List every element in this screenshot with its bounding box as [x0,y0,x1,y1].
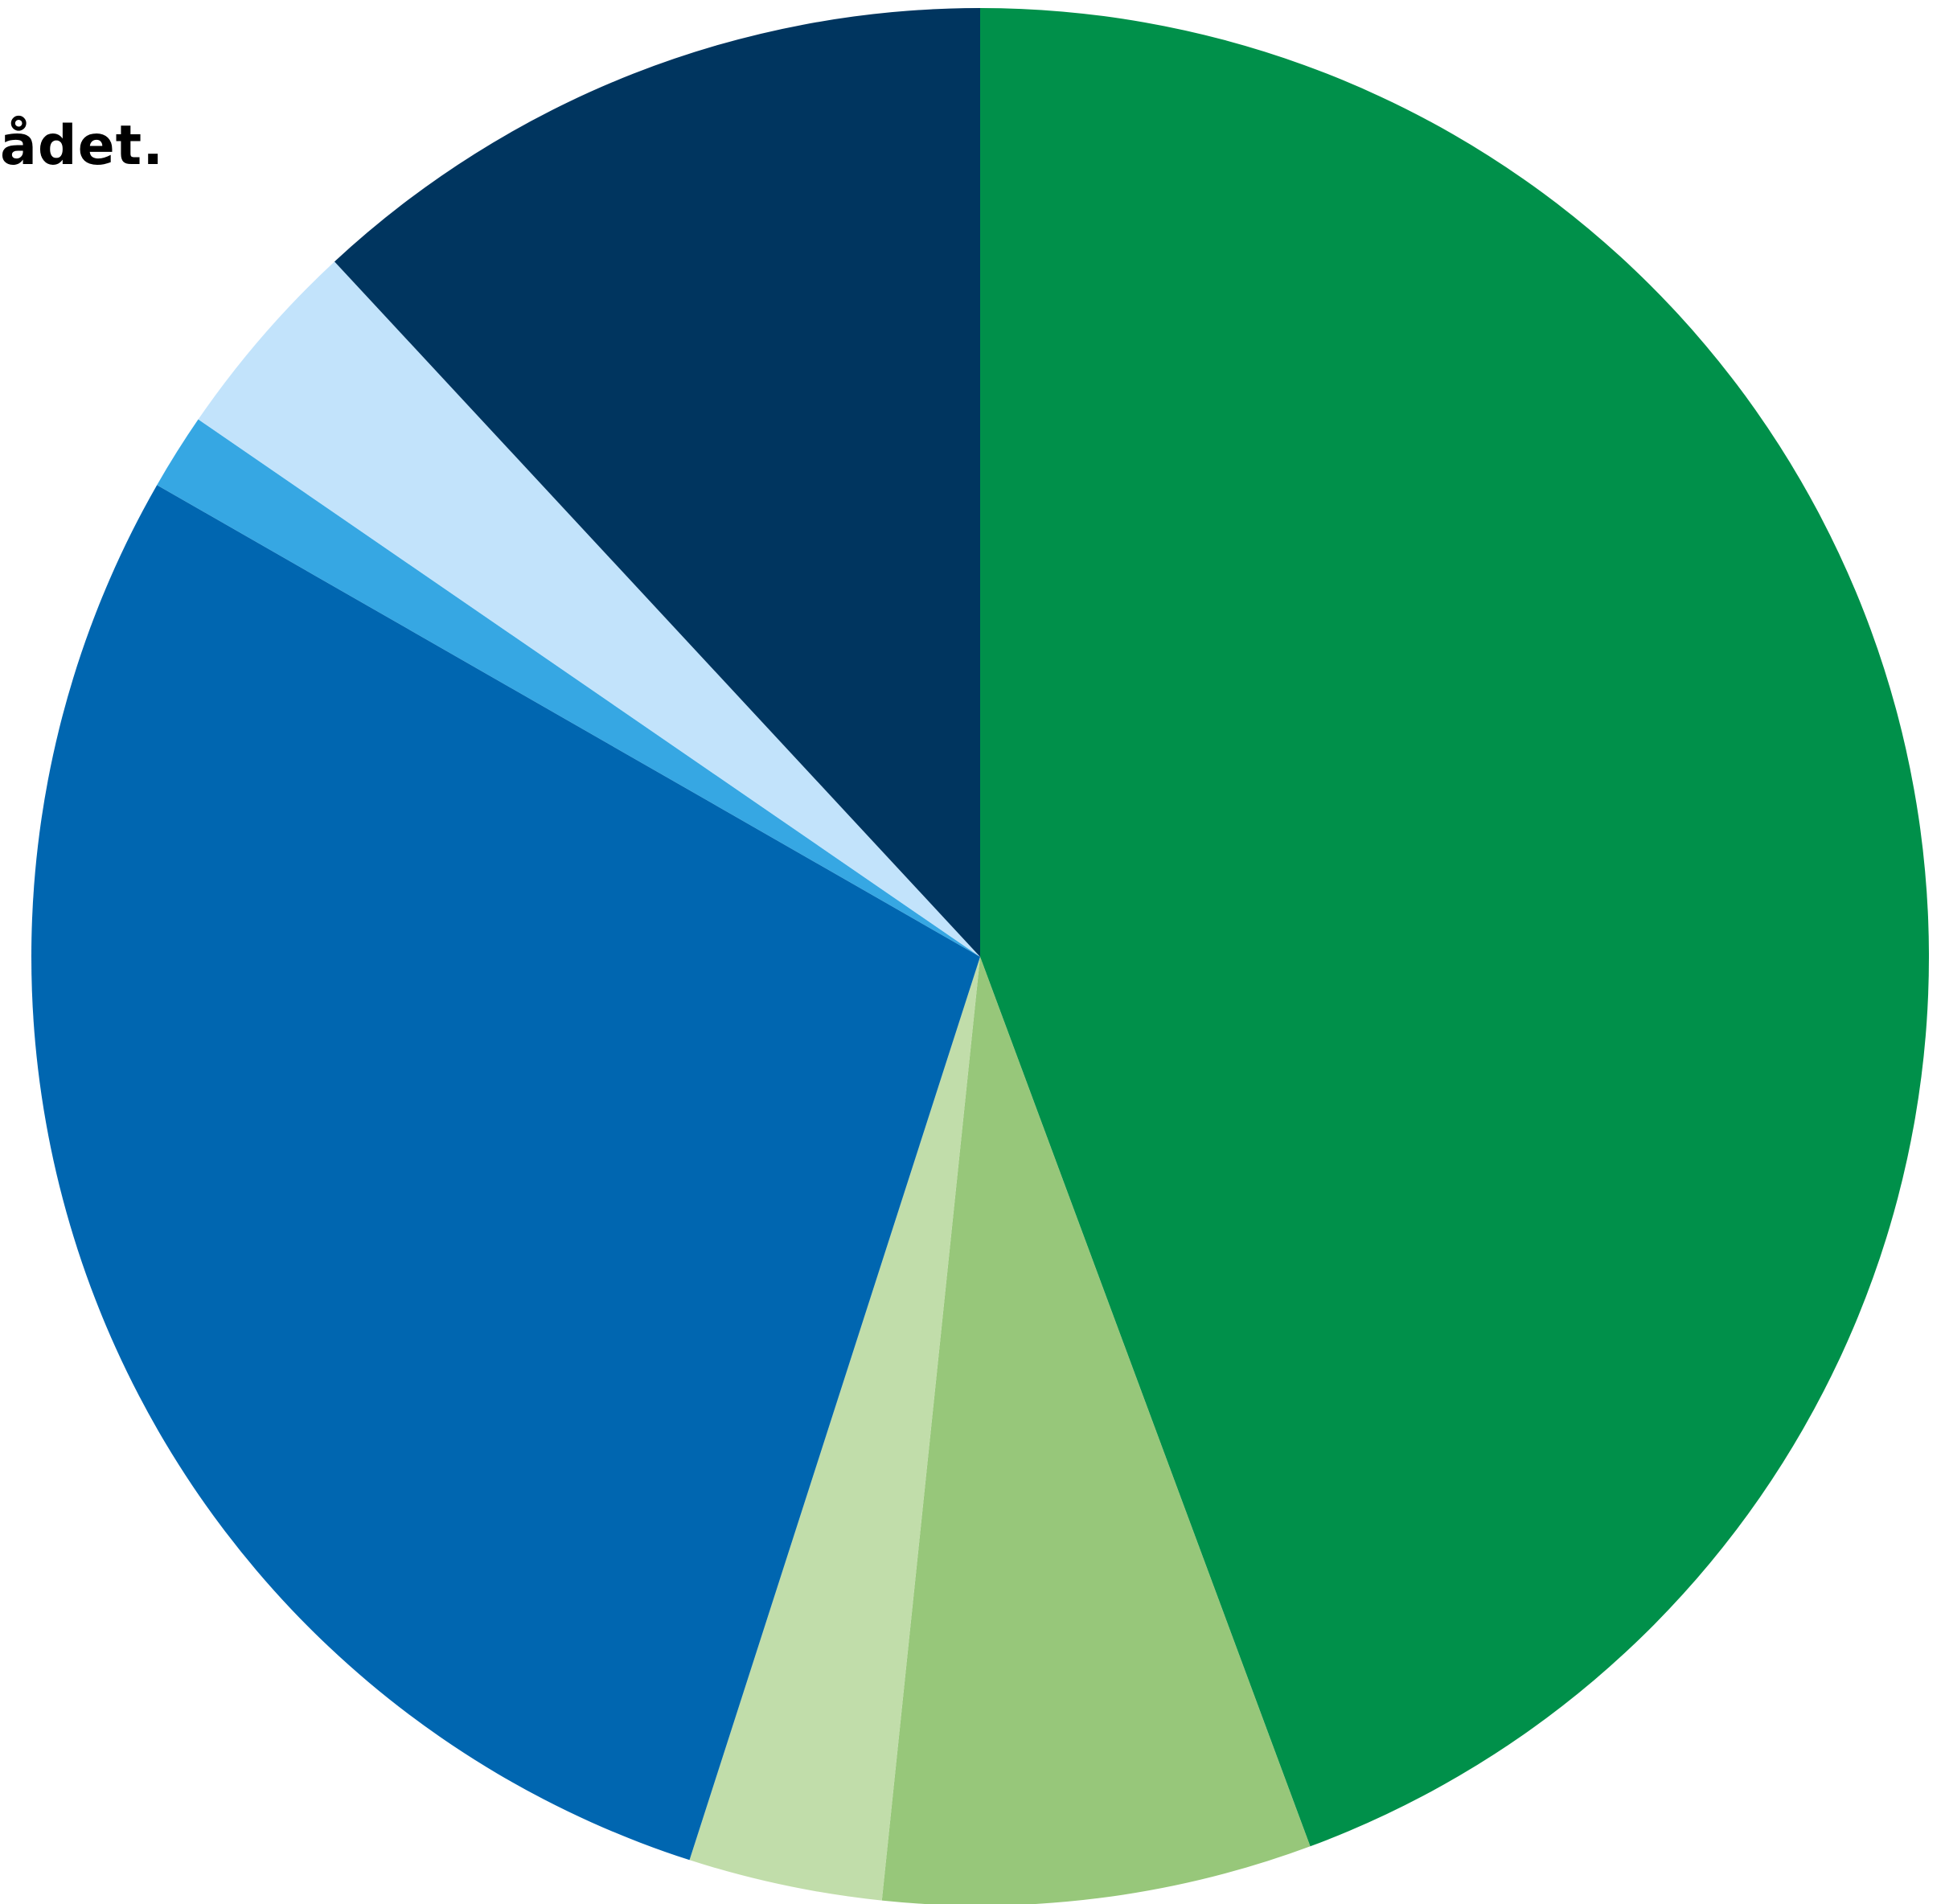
pie-slices [31,8,1930,1904]
pie-slice-7 [334,8,980,957]
pie-slice-1 [980,8,1930,1847]
pie-slice-4 [31,485,980,1861]
pie-slice-5 [157,419,981,957]
pie-slice-3 [689,957,980,1901]
pie-slice-6 [198,261,980,957]
chart-title: ådet. [0,114,165,178]
pie-slice-2 [881,957,1311,1904]
